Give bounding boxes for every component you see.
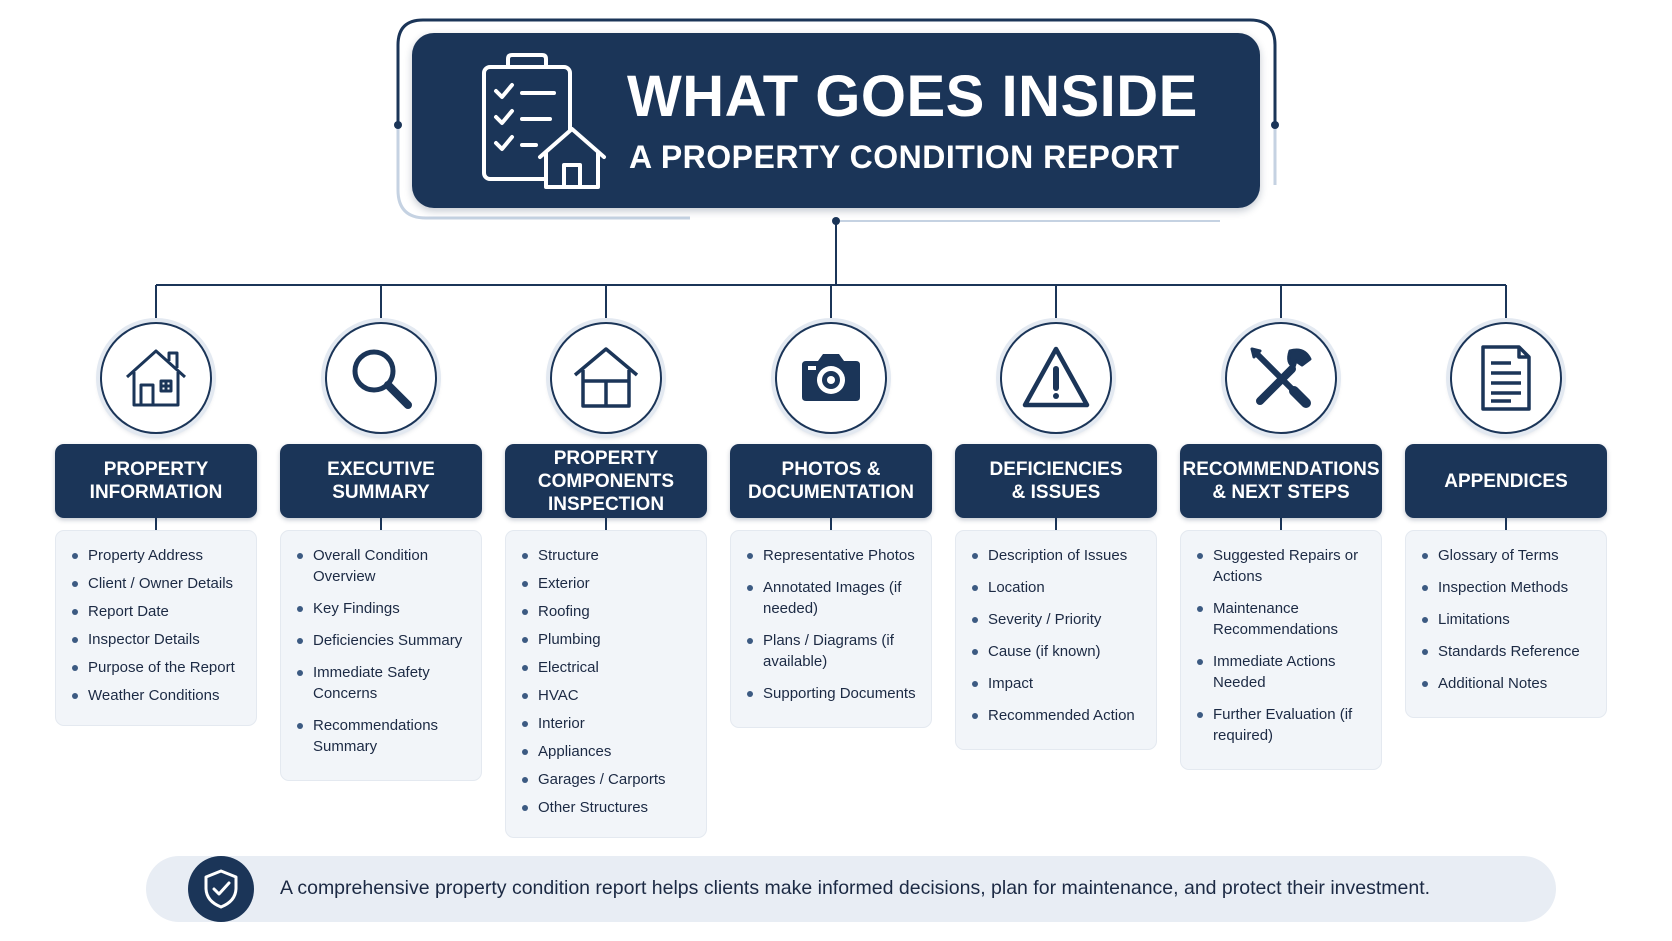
list-item: Supporting Documents <box>743 683 921 704</box>
list-item: Inspector Details <box>68 629 246 650</box>
magnifying-glass-icon <box>352 349 412 409</box>
list-item: Location <box>968 577 1146 598</box>
shield-check-icon <box>204 869 238 909</box>
photos-documentation-icon-circle <box>775 322 887 434</box>
list-item: Annotated Images (if needed) <box>743 577 921 619</box>
deficiencies-list: Description of Issues Location Severity … <box>955 530 1157 750</box>
house-outline-icon <box>573 347 639 408</box>
frame-dot-right <box>1271 121 1279 129</box>
house-icon <box>125 349 187 407</box>
list-item: Purpose of the Report <box>68 657 246 678</box>
title-banner: WHAT GOES INSIDE A PROPERTY CONDITION RE… <box>412 33 1260 208</box>
appendices-heading: APPENDICES <box>1405 444 1607 518</box>
list-item: Electrical <box>518 657 696 678</box>
recommendations-list: Suggested Repairs or Actions Maintenance… <box>1180 530 1382 770</box>
list-item: Severity / Priority <box>968 609 1146 630</box>
list-item: Plans / Diagrams (if available) <box>743 630 921 672</box>
clipboard-checklist-house-icon <box>482 53 606 189</box>
deficiencies-icon-circle <box>1000 322 1112 434</box>
list-item: Glossary of Terms <box>1418 545 1596 566</box>
document-icon <box>1481 345 1531 411</box>
deficiencies-heading: DEFICIENCIES & ISSUES <box>955 444 1157 518</box>
list-item: Weather Conditions <box>68 685 246 706</box>
footer-text: A comprehensive property condition repor… <box>280 877 1431 899</box>
property-components-icon-circle <box>550 322 662 434</box>
list-item: Roofing <box>518 601 696 622</box>
list-item: Structure <box>518 545 696 566</box>
list-item: HVAC <box>518 685 696 706</box>
executive-summary-heading: EXECUTIVE SUMMARY <box>280 444 482 518</box>
wrench-screwdriver-icon <box>1250 347 1312 408</box>
list-item: Inspection Methods <box>1418 577 1596 598</box>
list-item: Further Evaluation (if required) <box>1193 704 1371 746</box>
list-item: Report Date <box>68 601 246 622</box>
list-item: Recommended Action <box>968 705 1146 726</box>
list-item: Deficiencies Summary <box>293 630 471 651</box>
appendices-list: Glossary of Terms Inspection Methods Lim… <box>1405 530 1607 718</box>
title-frame <box>396 18 1277 125</box>
list-item: Plumbing <box>518 629 696 650</box>
executive-summary-list: Overall Condition Overview Key Findings … <box>280 530 482 781</box>
list-item: Garages / Carports <box>518 769 696 790</box>
property-components-list: Structure Exterior Roofing Plumbing Elec… <box>505 530 707 838</box>
appendices-icon-circle <box>1450 322 1562 434</box>
frame-dot-left <box>394 121 402 129</box>
photos-documentation-list: Representative Photos Annotated Images (… <box>730 530 932 728</box>
list-item: Additional Notes <box>1418 673 1596 694</box>
property-information-icon-circle <box>100 322 212 434</box>
warning-triangle-icon <box>1022 346 1090 408</box>
list-item: Immediate Safety Concerns <box>293 662 471 704</box>
list-item: Impact <box>968 673 1146 694</box>
list-item: Description of Issues <box>968 545 1146 566</box>
list-item: Immediate Actions Needed <box>1193 651 1371 693</box>
list-item: Standards Reference <box>1418 641 1596 662</box>
property-information-heading: PROPERTY INFORMATION <box>55 444 257 518</box>
list-item: Property Address <box>68 545 246 566</box>
title-subtitle: A PROPERTY CONDITION REPORT <box>629 139 1180 175</box>
list-item: Cause (if known) <box>968 641 1146 662</box>
recommendations-icon-circle <box>1225 322 1337 434</box>
list-item: Appliances <box>518 741 696 762</box>
list-item: Limitations <box>1418 609 1596 630</box>
list-item: Representative Photos <box>743 545 921 566</box>
list-item: Recommendations Summary <box>293 715 471 757</box>
recommendations-heading: RECOMMENDATIONS & NEXT STEPS <box>1180 444 1382 518</box>
shield-check-badge <box>188 856 254 922</box>
property-information-list: Property Address Client / Owner Details … <box>55 530 257 726</box>
list-item: Other Structures <box>518 797 696 818</box>
list-item: Suggested Repairs or Actions <box>1193 545 1371 587</box>
list-item: Overall Condition Overview <box>293 545 471 587</box>
list-item: Client / Owner Details <box>68 573 246 594</box>
list-item: Exterior <box>518 573 696 594</box>
photos-documentation-heading: PHOTOS & DOCUMENTATION <box>730 444 932 518</box>
list-item: Interior <box>518 713 696 734</box>
branch-lines <box>155 284 1507 530</box>
footer-banner: A comprehensive property condition repor… <box>146 856 1556 922</box>
list-item: Key Findings <box>293 598 471 619</box>
executive-summary-icon-circle <box>325 322 437 434</box>
title-frame-lower <box>396 125 690 220</box>
title-main: WHAT GOES INSIDE <box>627 64 1198 129</box>
property-components-heading: PROPERTY COMPONENTS INSPECTION <box>505 444 707 518</box>
camera-icon <box>802 354 860 401</box>
list-item: Maintenance Recommendations <box>1193 598 1371 640</box>
